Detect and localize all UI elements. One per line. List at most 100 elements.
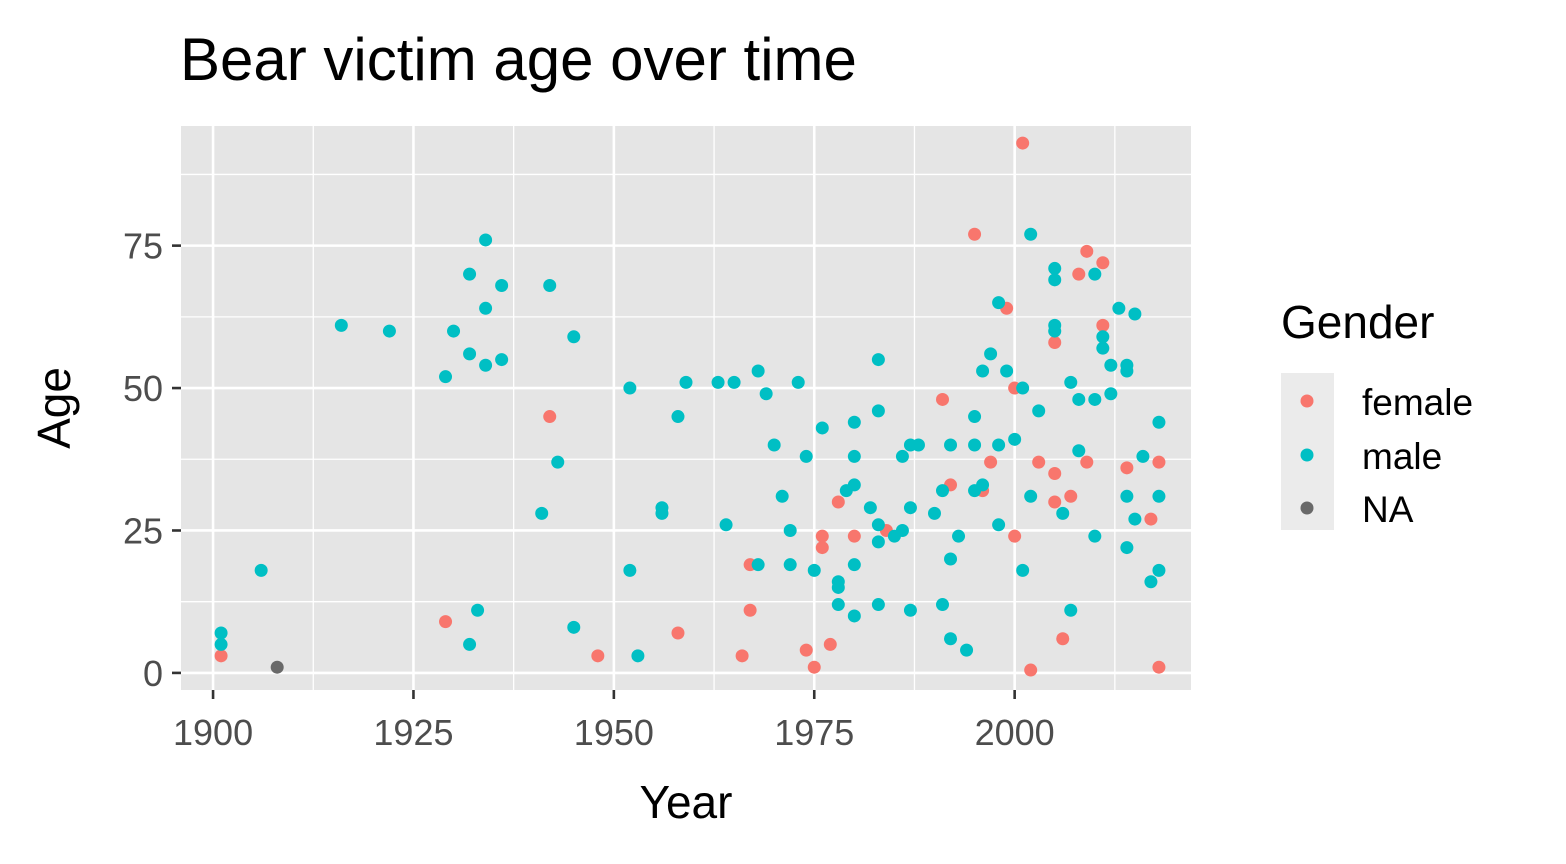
point-male xyxy=(1064,375,1078,389)
legend-title: Gender xyxy=(1281,296,1434,348)
point-male xyxy=(783,558,797,572)
point-female xyxy=(1096,256,1110,270)
point-male xyxy=(992,296,1006,310)
y-tick-label: 75 xyxy=(123,226,163,267)
legend-label-female: female xyxy=(1362,382,1473,423)
y-tick-label: 25 xyxy=(123,510,163,551)
point-male xyxy=(1008,432,1022,446)
point-male xyxy=(655,506,669,520)
x-tick-label: 1925 xyxy=(373,712,453,753)
point-male xyxy=(479,301,493,315)
point-male xyxy=(1024,227,1038,241)
point-male xyxy=(535,506,549,520)
point-male xyxy=(1048,324,1062,338)
point-female xyxy=(807,660,821,674)
point-female xyxy=(936,392,950,406)
point-female xyxy=(743,603,757,617)
point-male xyxy=(679,375,693,389)
point-male xyxy=(214,637,228,651)
x-axis: 1900 1925 1950 1975 2000 xyxy=(173,690,1055,753)
point-male xyxy=(1016,381,1030,395)
point-male xyxy=(1056,506,1070,520)
point-male xyxy=(895,523,909,537)
point-male xyxy=(567,330,581,344)
point-male xyxy=(1000,364,1014,378)
point-male xyxy=(1088,267,1102,281)
point-male xyxy=(871,404,885,418)
point-male xyxy=(1064,603,1078,617)
point-female xyxy=(1008,529,1022,543)
point-female xyxy=(984,455,998,469)
point-male xyxy=(847,478,861,492)
point-male xyxy=(214,626,228,640)
point-male xyxy=(1088,392,1102,406)
point-male xyxy=(1136,449,1150,463)
y-axis-label: Age xyxy=(28,367,80,449)
point-male xyxy=(968,410,982,424)
point-male xyxy=(463,637,477,651)
point-male xyxy=(711,375,725,389)
point-male xyxy=(831,598,845,612)
point-male xyxy=(847,558,861,572)
point-male xyxy=(1024,489,1038,503)
x-tick-label: 1950 xyxy=(574,712,654,753)
point-male xyxy=(847,609,861,623)
point-male xyxy=(1072,444,1086,458)
point-female xyxy=(543,410,557,424)
point-male xyxy=(631,649,645,663)
point-female xyxy=(1056,632,1070,646)
point-male xyxy=(495,353,509,367)
x-tick-label: 1975 xyxy=(774,712,854,753)
point-male xyxy=(463,267,477,281)
point-female xyxy=(1080,455,1094,469)
y-tick-label: 0 xyxy=(143,653,163,694)
point-female xyxy=(823,637,837,651)
point-female xyxy=(671,626,685,640)
point-male xyxy=(775,489,789,503)
point-male xyxy=(895,449,909,463)
point-male xyxy=(807,563,821,577)
point-female xyxy=(847,529,861,543)
point-male xyxy=(927,506,941,520)
point-male xyxy=(1120,364,1134,378)
point-male xyxy=(871,353,885,367)
point-male xyxy=(719,518,733,532)
point-female xyxy=(214,649,228,663)
point-male xyxy=(1048,261,1062,275)
point-male xyxy=(479,233,493,247)
point-male xyxy=(1152,563,1166,577)
y-tick-label: 50 xyxy=(123,368,163,409)
point-male xyxy=(1112,301,1126,315)
legend-key-female xyxy=(1300,394,1314,408)
point-male xyxy=(936,598,950,612)
point-male xyxy=(471,603,485,617)
point-male xyxy=(479,358,493,372)
point-male xyxy=(968,438,982,452)
point-male xyxy=(671,410,685,424)
point-female xyxy=(1144,512,1158,526)
point-female xyxy=(968,227,982,241)
point-male xyxy=(911,438,925,452)
point-male xyxy=(382,324,396,338)
point-male xyxy=(847,415,861,429)
point-male xyxy=(759,387,773,401)
point-female xyxy=(1048,495,1062,509)
data-points xyxy=(214,136,1166,677)
point-female xyxy=(1048,335,1062,349)
point-male xyxy=(1048,273,1062,287)
point-female xyxy=(1072,267,1086,281)
point-male xyxy=(334,318,348,332)
point-male xyxy=(831,580,845,594)
legend-key-na xyxy=(1300,501,1314,515)
point-male xyxy=(976,364,990,378)
point-female xyxy=(831,495,845,509)
point-male xyxy=(767,438,781,452)
point-female xyxy=(1120,461,1134,475)
minor-gridlines xyxy=(181,126,1191,690)
major-gridlines xyxy=(181,126,1191,690)
x-tick-label: 2000 xyxy=(975,712,1055,753)
point-female xyxy=(1032,455,1046,469)
point-male xyxy=(439,370,453,384)
point-female xyxy=(735,649,749,663)
point-male xyxy=(984,347,998,361)
